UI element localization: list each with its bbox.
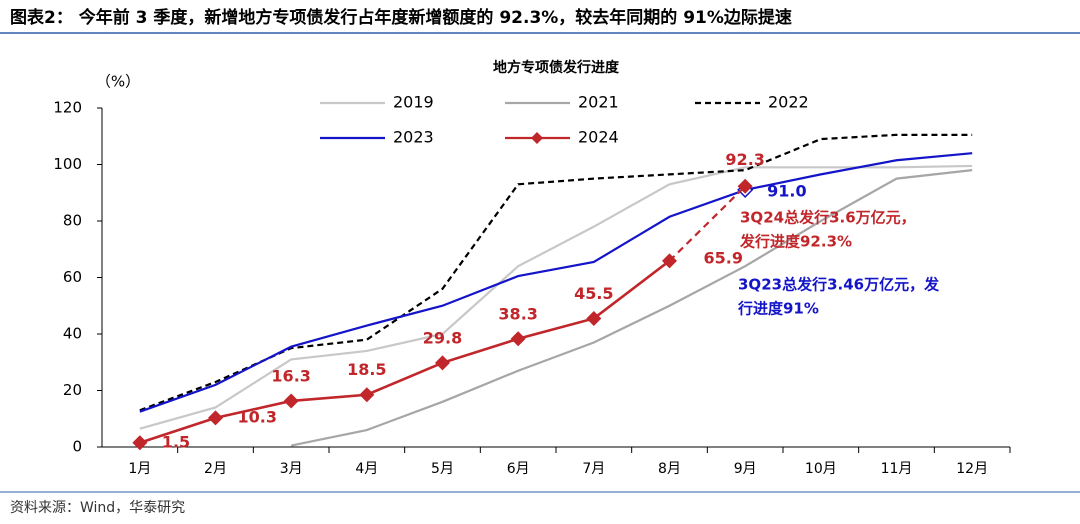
y-tick-label: 20	[63, 381, 82, 399]
data-label: 1.5	[162, 432, 190, 451]
series-line	[139, 164, 973, 430]
x-tick-label: 8月	[658, 461, 681, 477]
data-label: 29.8	[423, 328, 462, 347]
data-label: 10.3	[238, 407, 277, 426]
header-title: 图表2： 今年前 3 季度，新增地方专项债发行占年度新增额度的 92.3%，较去…	[10, 7, 792, 28]
y-tick-label: 100	[53, 155, 82, 173]
x-tick-label: 6月	[507, 461, 530, 477]
y-tick-label: 80	[63, 212, 82, 230]
legend-label: 2022	[768, 93, 809, 112]
x-tick-label: 7月	[582, 461, 605, 477]
annotation: 行进度91%	[737, 300, 819, 318]
point-marker	[510, 331, 526, 347]
point-marker	[435, 355, 450, 371]
point-marker	[737, 178, 753, 194]
legend-marker	[531, 132, 543, 144]
point-marker	[208, 410, 223, 426]
data-label: 18.5	[347, 360, 386, 379]
x-tick-label: 5月	[431, 461, 454, 477]
point-marker	[132, 435, 148, 451]
x-tick-label: 10月	[805, 461, 837, 477]
x-tick-label: 12月	[956, 461, 988, 477]
chart-title: 地方专项债发行进度	[493, 59, 620, 76]
x-tick-label: 2月	[204, 461, 227, 477]
legend-label: 2021	[578, 93, 619, 112]
point-marker	[283, 393, 299, 409]
legend-label: 2024	[578, 128, 619, 147]
data-label: 38.3	[498, 304, 537, 323]
data-label: 45.5	[574, 284, 613, 303]
series-line	[139, 152, 973, 413]
point-marker	[359, 387, 375, 403]
point-marker	[662, 253, 677, 269]
data-label: 16.3	[271, 366, 310, 385]
point-marker	[586, 310, 602, 326]
footer-source: 资料来源：Wind，华泰研究	[10, 500, 185, 516]
y-axis-label: （%）	[96, 73, 140, 91]
series-line	[290, 169, 973, 447]
x-tick-label: 9月	[734, 461, 757, 477]
data-label: 92.3	[725, 150, 764, 169]
y-tick-label: 40	[63, 325, 82, 343]
data-label: 65.9	[704, 248, 743, 267]
y-tick-label: 60	[63, 268, 82, 286]
legend-label: 2023	[393, 128, 434, 147]
y-tick-label: 0	[72, 438, 82, 456]
legend-label: 2019	[393, 93, 434, 112]
x-tick-label: 11月	[881, 461, 913, 477]
series-dashed-segment	[668, 185, 746, 262]
y-tick-label: 120	[53, 99, 82, 117]
series-line	[139, 133, 973, 412]
x-tick-label: 1月	[128, 461, 151, 477]
x-tick-label: 4月	[355, 461, 378, 477]
series-line	[139, 259, 671, 444]
annotation: 3Q23总发行3.46万亿元，发	[738, 276, 940, 294]
annotation: 3Q24总发行3.6万亿元，	[740, 209, 916, 227]
annotation: 发行进度92.3%	[739, 233, 852, 251]
data-label: 91.0	[767, 181, 806, 200]
x-tick-label: 3月	[280, 461, 303, 477]
